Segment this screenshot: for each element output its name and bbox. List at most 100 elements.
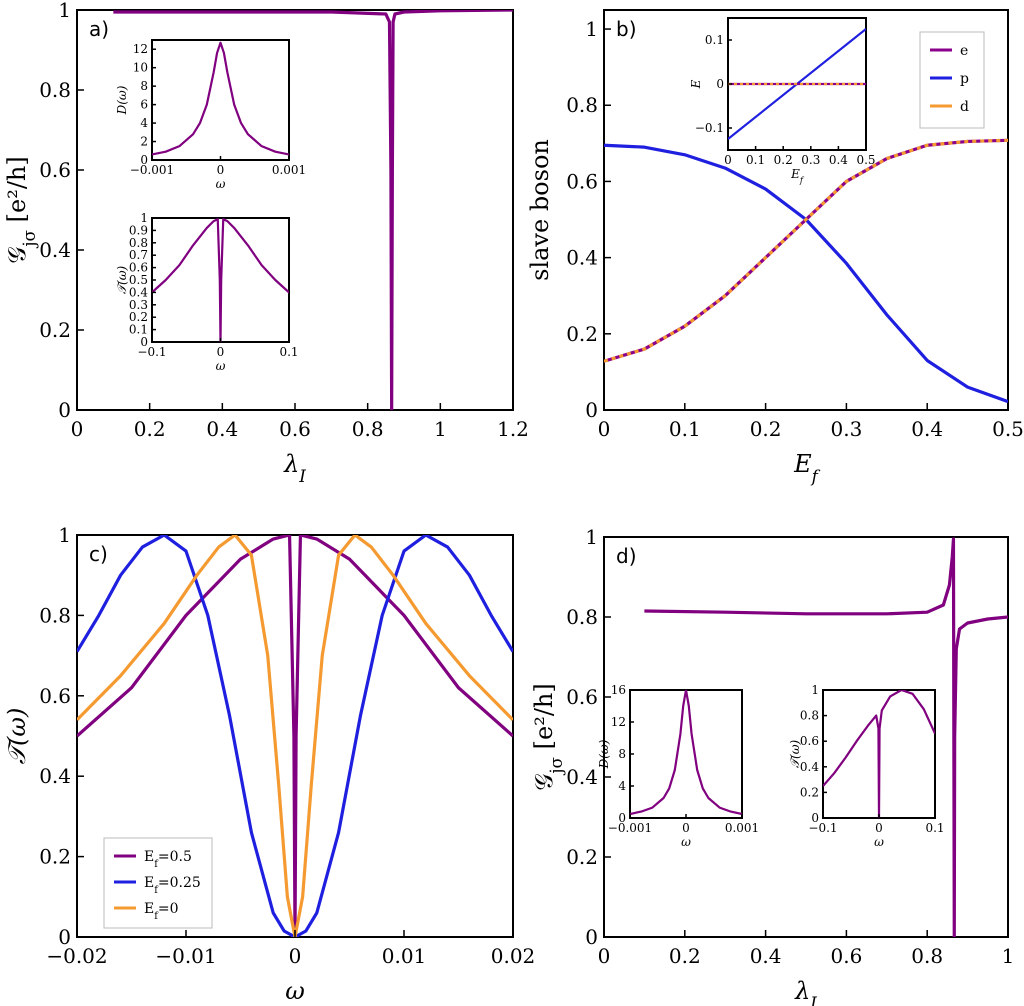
d-in1-ytick-label: 4 bbox=[618, 779, 626, 793]
b-xtick-label: 0.3 bbox=[830, 417, 862, 441]
a-xtick-label: 0 bbox=[71, 417, 84, 441]
d-in1-xlabel: ω bbox=[681, 835, 691, 849]
d-in1-frame bbox=[629, 689, 743, 819]
b-in-xtick-label: 0.3 bbox=[801, 153, 820, 167]
c-panel-label: c) bbox=[89, 542, 108, 566]
b-ytick-label: 0.2 bbox=[566, 322, 598, 346]
a-ytick-label: 1 bbox=[58, 0, 71, 22]
a-in1-series-0 bbox=[152, 41, 289, 156]
panel-b-legend-entry: p bbox=[960, 71, 969, 87]
a-xtick-label: 0.2 bbox=[134, 417, 166, 441]
b-xtick-label: 0.2 bbox=[750, 417, 782, 441]
b-in-ytick-label: −0.1 bbox=[695, 121, 724, 135]
a-in2-ytick-label: 0.2 bbox=[129, 310, 148, 324]
a-ylabel: 𝒢jσ [e²/h] bbox=[3, 156, 39, 264]
d-in2-xtick-label: 0.1 bbox=[925, 821, 944, 835]
panel-c: −0.02 −0.01 0 0.01 0.02 0 0.2 0.4 0.6 0.8 1 ω 𝒯(ω) c) bbox=[3, 523, 535, 1005]
a-in2-xtick-label: 0 bbox=[217, 345, 225, 359]
a-in2-ytick-label: 0.9 bbox=[129, 223, 148, 237]
a-in2-ytick-label: 0.6 bbox=[129, 261, 148, 275]
b-in-xtick-label: 0.4 bbox=[829, 153, 848, 167]
a-in1-ytick-label: 8 bbox=[140, 79, 148, 93]
a-xtick-label: 0.6 bbox=[279, 417, 311, 441]
b-ytick-label: 0.4 bbox=[566, 246, 598, 270]
b-in-ytick-label: 0 bbox=[716, 77, 724, 91]
panel-b-inset: 0 0.1 0.2 0.3 0.4 0.5 −0.1 0 0.1 Ef E bbox=[689, 17, 876, 185]
a-in2-ytick-label: 0.4 bbox=[129, 285, 148, 299]
b-xtick-label: 0.1 bbox=[669, 417, 701, 441]
d-ytick-label: 0 bbox=[585, 925, 598, 949]
d-in2-ytick-label: 0.6 bbox=[800, 734, 819, 748]
panel-a: 0 0.2 0.4 0.6 0.8 1 1.2 0 0.2 0.4 0.6 0.8 1 λI 𝒢jσ [e²… bbox=[3, 0, 529, 486]
a-xlabel: λI bbox=[283, 450, 306, 486]
a-in1-xlabel: ω bbox=[216, 177, 226, 191]
b-xtick-label: 0.5 bbox=[992, 417, 1024, 441]
panel-b-legend: epd bbox=[919, 31, 985, 129]
b-xlabel: Ef bbox=[793, 450, 821, 486]
d-in1-ytick-label: 0 bbox=[618, 811, 626, 825]
d-in2-xlabel: ω bbox=[874, 835, 884, 849]
b-in-xlabel: Ef bbox=[790, 167, 805, 185]
d-ytick-label: 0.2 bbox=[566, 845, 598, 869]
b-ytick-label: 0.8 bbox=[566, 93, 598, 117]
b-in-ytick-label: 0.1 bbox=[705, 33, 724, 47]
d-xtick-label: 0.6 bbox=[830, 944, 862, 968]
d-in2-series-0 bbox=[823, 690, 935, 818]
c-ylabel: 𝒯(ω) bbox=[3, 708, 31, 765]
c-xtick-label: 0.02 bbox=[491, 944, 536, 968]
a-ytick-label: 0 bbox=[58, 398, 71, 422]
a-in1-ytick-label: 10 bbox=[133, 61, 148, 75]
d-in2-ytick-label: 0.8 bbox=[800, 709, 819, 723]
a-in2-xtick-label: −0.1 bbox=[137, 345, 166, 359]
a-in1-ytick-label: 12 bbox=[133, 42, 148, 56]
panel-a-inset-2: −0.1 0 0.100.10.20.30.40.50.60.70.80.91ω𝒯(… bbox=[115, 211, 299, 373]
d-in2-xtick-label: 0 bbox=[875, 821, 883, 835]
a-in2-ytick-label: 1 bbox=[140, 211, 148, 225]
a-in1-ytick-label: 0 bbox=[140, 153, 148, 167]
b-ytick-label: 1 bbox=[585, 17, 598, 41]
b-xtick-label: 0.4 bbox=[911, 417, 943, 441]
b-xtick-label: 0 bbox=[598, 417, 611, 441]
d-in1-series-0 bbox=[630, 690, 742, 816]
a-in1-ylabel: D(ω) bbox=[115, 85, 129, 115]
panel-c-legend-entry: Ef=0.5 bbox=[144, 849, 192, 870]
a-in2-ylabel: 𝒯(ω) bbox=[115, 266, 129, 295]
c-ytick-label: 0.8 bbox=[39, 603, 71, 627]
a-xtick-label: 1 bbox=[434, 417, 447, 441]
d-in2-ytick-label: 0.4 bbox=[800, 760, 819, 774]
d-ytick-label: 0.4 bbox=[566, 765, 598, 789]
a-ytick-label: 0.4 bbox=[39, 238, 71, 262]
panel-c-legend-entry: Ef=0 bbox=[144, 901, 179, 922]
b-in-xtick-label: 0.2 bbox=[774, 153, 793, 167]
d-in2-ytick-label: 0 bbox=[811, 811, 819, 825]
b-in-ylabel: E bbox=[689, 79, 703, 89]
a-xtick-label: 1.2 bbox=[497, 417, 529, 441]
a-series-0 bbox=[113, 10, 513, 410]
a-ytick-label: 0.8 bbox=[39, 78, 71, 102]
d-ytick-label: 1 bbox=[585, 525, 598, 549]
c-series-Ef05 bbox=[77, 535, 513, 937]
d-xlabel: λI bbox=[794, 977, 817, 1006]
d-xtick-label: 0.8 bbox=[911, 944, 943, 968]
a-in2-ytick-label: 0.5 bbox=[129, 273, 148, 287]
a-in2-ytick-label: 0 bbox=[140, 335, 148, 349]
b-ylabel: slave boson bbox=[526, 139, 554, 281]
a-in1-ytick-label: 2 bbox=[140, 135, 148, 149]
c-series-Ef025 bbox=[77, 535, 513, 937]
b-ytick-label: 0 bbox=[585, 398, 598, 422]
b-panel-label: b) bbox=[616, 17, 637, 41]
panel-c-legend-entry: Ef=0.25 bbox=[144, 875, 201, 896]
d-ylabel: 𝒢jσ [e²/h] bbox=[530, 683, 566, 791]
panel-c-legend: Ef=0.5 Ef=0.25 Ef=0 bbox=[103, 837, 213, 929]
d-ytick-label: 0.8 bbox=[566, 605, 598, 629]
b-ytick-label: 0.6 bbox=[566, 169, 598, 193]
a-xtick-label: 0.4 bbox=[206, 417, 238, 441]
d-in2-xtick-label: −0.1 bbox=[808, 821, 837, 835]
a-in2-xlabel: ω bbox=[216, 359, 226, 373]
d-in1-ylabel: D(ω) bbox=[597, 739, 611, 769]
panel-b-legend-frame bbox=[919, 31, 985, 129]
c-ytick-label: 0.2 bbox=[39, 845, 71, 869]
d-panel-label: d) bbox=[616, 544, 637, 568]
